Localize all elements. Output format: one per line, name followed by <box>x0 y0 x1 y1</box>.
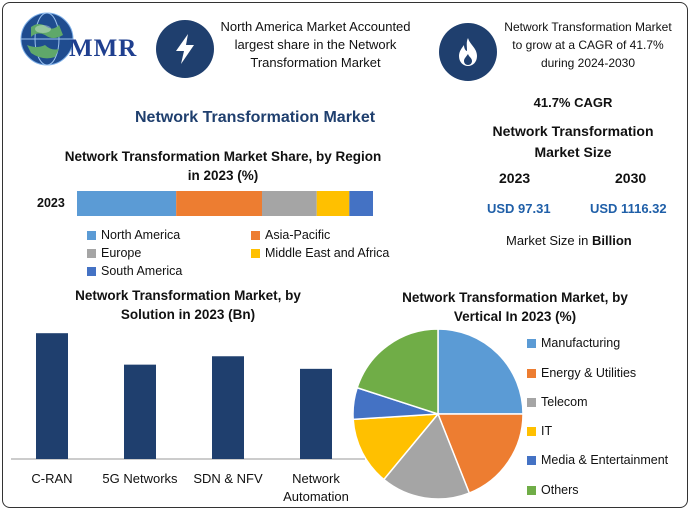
legend-label-south-america: South America <box>101 264 183 278</box>
pie-slice-others <box>356 328 439 416</box>
legend-north-america: North America <box>87 228 180 242</box>
pie-slice-telecom <box>382 412 471 500</box>
region-bar-category-label: 2023 <box>37 196 65 210</box>
value-2023: USD 97.31 <box>487 201 551 216</box>
pie-slice-it <box>352 413 440 481</box>
pie-legend-it: IT <box>527 424 552 438</box>
fact-north-america: North America Market Accounted largest s… <box>220 19 411 70</box>
solution-chart-title: Network Transformation Market, by Soluti… <box>75 288 301 322</box>
legend-label-mea: Middle East and Africa <box>265 246 390 260</box>
region-share-chart <box>77 191 373 216</box>
legend-swatch-asia-pacific <box>251 230 260 240</box>
market-size-unit-bold: Billion <box>591 233 632 248</box>
pie-legend-label-telecom: Telecom <box>541 395 588 409</box>
region-segment-middle-east-and-africa <box>316 191 350 216</box>
region-segment-europe <box>262 191 317 216</box>
pie-legend-label-manufacturing: Manufacturing <box>541 336 621 350</box>
flame-badge <box>439 23 497 81</box>
pie-legend-media-entertainment: Media & Entertainment <box>527 453 668 467</box>
solution-tick-network-automation: Network Automation <box>283 471 349 504</box>
region-segment-south-america <box>349 191 373 216</box>
pie-legend-label-media-entertainment: Media & Entertainment <box>541 453 669 467</box>
flame-icon <box>459 38 477 66</box>
solution-tick-5g-networks: 5G Networks <box>102 471 178 486</box>
region-segment-north-america <box>77 191 177 216</box>
region-segment-asia-pacific <box>176 191 262 216</box>
legend-swatch-mea <box>251 248 260 258</box>
market-size-title: Network Transformation Market Size <box>492 123 654 160</box>
value-2030: USD 1116.32 <box>590 201 667 216</box>
legend-label-asia-pacific: Asia-Pacific <box>265 228 331 242</box>
market-size-unit-prefix: Market Size in <box>506 233 592 248</box>
solution-tick-sdn-and-nfv: SDN & NFV <box>193 471 263 486</box>
legend-asia-pacific: Asia-Pacific <box>251 228 330 242</box>
legend-south-america: South America <box>87 264 182 278</box>
solution-bar-chart: C-RAN 5G Networks SDN & NFV Network Automati… <box>11 333 365 504</box>
pie-legend-label-energy-utilities: Energy & Utilities <box>541 366 637 380</box>
globe-icon <box>20 12 74 66</box>
pie-swatch-manufacturing <box>527 338 536 348</box>
pie-swatch-others <box>527 485 536 495</box>
year-2023-label: 2023 <box>499 170 531 186</box>
pie-legend-label-others: Others <box>541 483 579 497</box>
solution-tick-c-ran: C-RAN <box>31 471 72 486</box>
solution-bar-5g-networks <box>124 364 156 459</box>
pie-slice-energy-and-utilities <box>436 413 524 495</box>
lightning-badge <box>156 20 214 78</box>
solution-bar-sdn-and-nfv <box>212 356 244 459</box>
legend-label-europe: Europe <box>101 246 142 260</box>
pie-legend-telecom: Telecom <box>527 395 588 409</box>
solution-bar-network-automation <box>300 368 332 459</box>
solution-bar-c-ran <box>36 333 68 459</box>
legend-swatch-south-america <box>87 266 96 276</box>
vertical-pie-chart <box>352 328 524 500</box>
region-chart-title: Network Transformation Market Share, by … <box>64 149 382 183</box>
legend-swatch-north-america <box>87 230 96 240</box>
cagr-label: 41.7% CAGR <box>533 95 613 110</box>
infographic-frame: MMR North America Market Accounted large… <box>2 2 688 508</box>
pie-swatch-energy-utilities <box>527 368 536 378</box>
main-title: Network Transformation Market <box>135 109 376 126</box>
pie-slice-manufacturing <box>437 328 524 415</box>
legend-swatch-europe <box>87 248 96 258</box>
pie-swatch-media-entertainment <box>527 455 536 465</box>
legend-label-north-america: North America <box>101 228 181 242</box>
pie-legend-label-it: IT <box>541 424 553 438</box>
market-size-unit: Market Size in Billion <box>506 233 632 248</box>
legend-europe: Europe <box>87 246 141 260</box>
fact-cagr: Network Transformation Market to grow at… <box>504 20 672 70</box>
logo-text: MMR <box>69 35 138 62</box>
pie-legend-manufacturing: Manufacturing <box>527 336 620 350</box>
pie-legend-others: Others <box>527 483 579 497</box>
year-2030-label: 2030 <box>615 170 647 186</box>
pie-swatch-it <box>527 426 536 436</box>
vertical-chart-title: Network Transformation Market, by Vertic… <box>402 290 628 324</box>
pie-swatch-telecom <box>527 397 536 407</box>
pie-legend-energy-utilities: Energy & Utilities <box>527 366 636 380</box>
legend-mea: Middle East and Africa <box>251 246 389 260</box>
lightning-icon <box>176 34 194 64</box>
